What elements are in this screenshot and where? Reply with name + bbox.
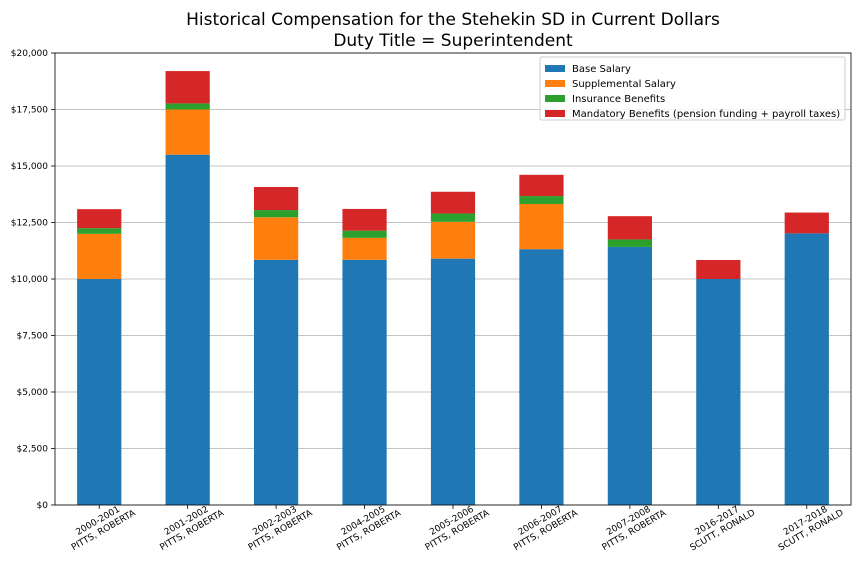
y-tick-label: $7,500: [17, 332, 49, 342]
bar-segment-base-salary: [607, 246, 652, 505]
legend-box: [539, 56, 846, 121]
bar-segment-base-salary: [784, 233, 829, 505]
legend-label: Insurance Benefits: [572, 94, 665, 105]
bar-segment-insurance-benefits: [254, 210, 299, 218]
legend-label: Supplemental Salary: [572, 79, 676, 90]
bar-segment-insurance-benefits: [607, 239, 652, 247]
bar-segment-mandatory-benefits: [77, 209, 122, 229]
bar-segment-base-salary: [430, 258, 476, 505]
bar-segment-insurance-benefits: [77, 228, 122, 234]
x-tick-label: 2002-2003PITTS, ROBERTA: [241, 498, 315, 553]
bar-segment-base-salary: [254, 259, 299, 505]
bar-segment-insurance-benefits: [342, 230, 387, 238]
bar-segment-mandatory-benefits: [607, 216, 652, 240]
bar-segment-base-salary: [77, 279, 122, 505]
bar-segment-supplemental-salary: [342, 237, 387, 260]
legend: Base Salary Supplemental Salary Insurance …: [539, 56, 846, 121]
bar-segment-mandatory-benefits: [254, 187, 299, 211]
legend-swatch: [545, 65, 565, 72]
y-tick-label: $10,000: [11, 275, 48, 285]
bar-segment-supplemental-salary: [254, 217, 299, 260]
bar-segment-supplemental-salary: [519, 203, 564, 250]
y-tick-label: $20,000: [11, 49, 48, 59]
bars: [77, 71, 829, 505]
y-tick-label: $12,500: [11, 219, 48, 229]
y-tick-label: $17,500: [11, 106, 48, 116]
y-tick-label: $0: [37, 501, 49, 511]
bar-segment-mandatory-benefits: [784, 212, 829, 234]
bar-segment-insurance-benefits: [430, 213, 476, 222]
bar-segment-base-salary: [342, 259, 387, 505]
x-tick-label: 2007-2008PITTS, ROBERTA: [595, 498, 669, 553]
bar-segment-base-salary: [519, 249, 564, 505]
bar-segment-supplemental-salary: [165, 109, 210, 155]
legend-label: Mandatory Benefits (pension funding + pa…: [572, 109, 840, 120]
chart-title: Historical Compensation for the Stehekin…: [186, 10, 720, 30]
x-tick-label: 2006-2007PITTS, ROBERTA: [507, 498, 581, 553]
bar-segment-mandatory-benefits: [342, 208, 387, 231]
bar-segment-insurance-benefits: [519, 196, 564, 204]
legend-swatch: [545, 110, 565, 117]
y-tick-label: $15,000: [11, 162, 48, 172]
x-tick-label: 2000-2001PITTS, ROBERTA: [64, 498, 138, 553]
bar-segment-mandatory-benefits: [430, 191, 476, 214]
x-tick-label: 2005-2006PITTS, ROBERTA: [418, 498, 492, 553]
legend-swatch: [545, 95, 565, 102]
legend-swatch: [545, 80, 565, 87]
bar-segment-supplemental-salary: [430, 221, 476, 259]
bar-segment-insurance-benefits: [165, 103, 210, 110]
legend-label: Base Salary: [572, 64, 631, 75]
bar-segment-base-salary: [696, 279, 741, 505]
bar-segment-mandatory-benefits: [165, 71, 210, 104]
y-tick-label: $2,500: [17, 445, 49, 455]
x-tick-label: 2004-2005PITTS, ROBERTA: [330, 498, 404, 553]
y-tick-label: $5,000: [17, 388, 49, 398]
x-tick-label: 2016-2017SCUTT, RONALD: [683, 499, 757, 554]
chart-subtitle: Duty Title = Superintendent: [333, 31, 573, 51]
bar-segment-supplemental-salary: [77, 233, 122, 279]
x-tick-label: 2017-2018SCUTT, RONALD: [772, 499, 846, 554]
bar-segment-mandatory-benefits: [519, 174, 564, 197]
plot-frame: [54, 52, 852, 506]
bar-segment-mandatory-benefits: [696, 260, 741, 279]
x-tick-label: 2001-2002PITTS, ROBERTA: [153, 498, 227, 553]
bar-segment-base-salary: [165, 154, 210, 505]
